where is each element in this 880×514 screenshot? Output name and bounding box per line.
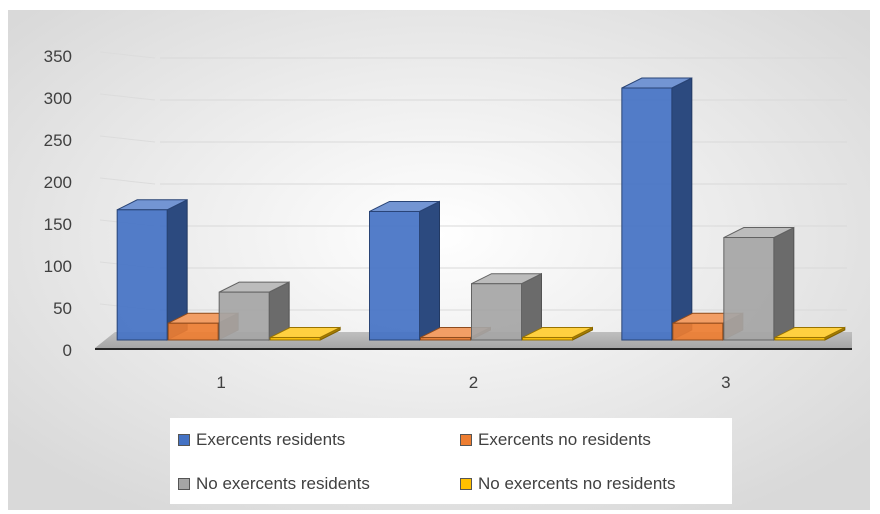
x-axis: 1 2 3: [216, 373, 730, 392]
bar-front: [723, 237, 775, 341]
bar-front: [269, 336, 321, 341]
bar-front: [369, 210, 420, 341]
bar-front: [774, 336, 826, 341]
legend-item-no-exercents-no-residents: No exercents no residents: [460, 474, 676, 494]
gridline-side-250: [99, 135, 156, 143]
bar: [774, 326, 846, 341]
bar-front: [471, 283, 522, 341]
bar: [621, 77, 693, 341]
bar-front: [420, 336, 471, 341]
legend-swatch-no-exercents-residents: [178, 478, 190, 490]
gridline-side-350: [99, 51, 156, 59]
bar-front: [218, 291, 270, 341]
bar-side: [419, 200, 440, 341]
bar-front: [116, 209, 168, 341]
bar-front: [167, 322, 219, 341]
y-tick-label: 350: [44, 47, 72, 66]
x-tick-label: 1: [216, 373, 225, 392]
y-axis: 0 50 100 150 200 250 300 350: [44, 47, 72, 360]
legend-label-exercents-no-residents: Exercents no residents: [478, 430, 651, 449]
legend-item-no-exercents-residents: No exercents residents: [178, 474, 370, 494]
gridline-side-300: [99, 93, 156, 101]
bar: [522, 326, 593, 341]
y-tick-label: 200: [44, 173, 72, 192]
legend-label-no-exercents-residents: No exercents residents: [196, 474, 370, 493]
x-tick-label: 2: [469, 373, 478, 392]
bar: [269, 326, 341, 341]
bar-front: [672, 322, 724, 341]
legend: Exercents residents Exercents no residen…: [170, 418, 732, 504]
bar-front: [621, 87, 673, 341]
x-tick-label: 3: [721, 373, 730, 392]
bar: [369, 200, 440, 341]
bar: [116, 198, 188, 341]
legend-swatch-exercents-residents: [178, 434, 190, 446]
bar: [471, 272, 542, 341]
legend-item-exercents-no-residents: Exercents no residents: [460, 430, 651, 450]
legend-swatch-exercents-no-residents: [460, 434, 472, 446]
legend-label-exercents-residents: Exercents residents: [196, 430, 346, 449]
y-tick-label: 100: [44, 257, 72, 276]
y-tick-label: 0: [63, 341, 72, 360]
y-tick-label: 150: [44, 215, 72, 234]
y-tick-label: 300: [44, 89, 72, 108]
bar-front: [522, 336, 573, 341]
legend-label-no-exercents-no-residents: No exercents no residents: [478, 474, 676, 493]
bar: [723, 226, 795, 341]
bar-side: [671, 77, 693, 341]
bar: [218, 281, 290, 341]
gridline-side-200: [99, 177, 156, 185]
y-tick-label: 50: [53, 299, 72, 318]
y-tick-label: 250: [44, 131, 72, 150]
bar-side: [773, 226, 795, 341]
legend-swatch-no-exercents-no-residents: [460, 478, 472, 490]
legend-item-exercents-residents: Exercents residents: [178, 430, 345, 450]
bars: [116, 77, 846, 341]
